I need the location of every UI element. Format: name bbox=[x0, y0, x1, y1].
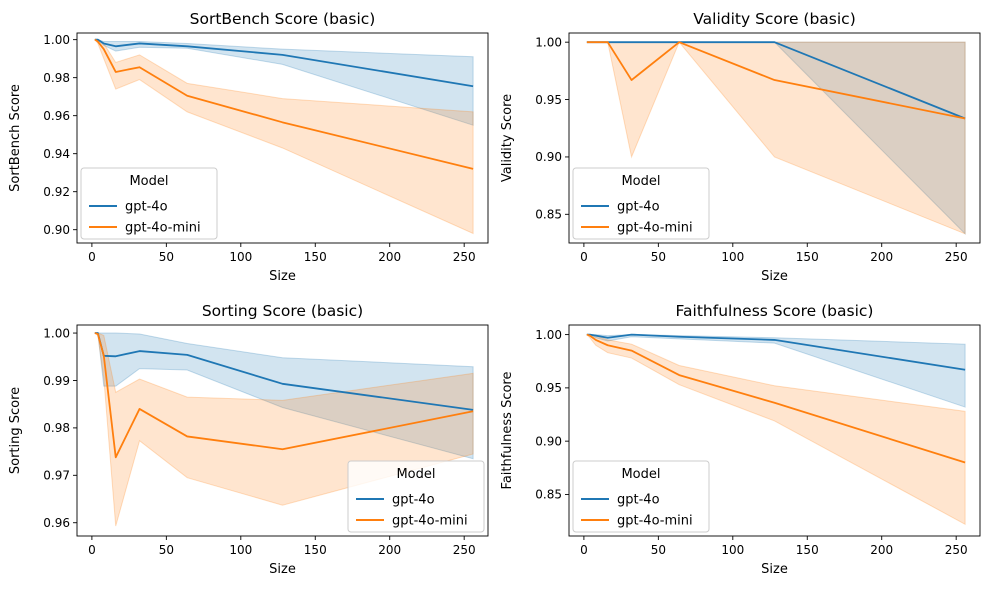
y-tick-label: 0.97 bbox=[43, 469, 70, 483]
x-tick-label: 50 bbox=[159, 250, 174, 264]
series-line-gpt-4o-mini bbox=[94, 332, 474, 459]
y-tick-label: 0.95 bbox=[535, 93, 562, 107]
legend-title: Model bbox=[396, 467, 435, 482]
x-tick-label: 250 bbox=[453, 543, 476, 557]
y-axis-label: Sorting Score bbox=[8, 387, 23, 474]
y-tick-label: 0.95 bbox=[535, 381, 562, 395]
legend-entry: gpt-4o-mini bbox=[617, 221, 693, 236]
confidence-band-gpt-4o-mini bbox=[93, 39, 474, 235]
legend: Model gpt-4o gpt-4o-mini bbox=[347, 460, 485, 533]
confidence-band-gpt-4o bbox=[94, 39, 474, 126]
chart-title: Sorting Score (basic) bbox=[202, 302, 363, 320]
legend-title: Model bbox=[621, 174, 660, 189]
legend-frame bbox=[572, 167, 710, 240]
legend-entry: gpt-4o bbox=[617, 200, 660, 215]
axes-frame bbox=[568, 324, 981, 537]
axes-frame bbox=[76, 324, 489, 537]
y-tick-label: 0.94 bbox=[43, 147, 70, 161]
legend-title: Model bbox=[621, 467, 660, 482]
x-tick-label: 150 bbox=[304, 543, 327, 557]
chart-panel: Sorting Score (basic) Size Sorting Score 0 5… bbox=[8, 302, 489, 577]
x-tick-label: 200 bbox=[378, 250, 401, 264]
y-tick-label: 0.90 bbox=[43, 223, 70, 237]
plot-area bbox=[93, 38, 474, 235]
y-tick-label: 0.85 bbox=[535, 488, 562, 502]
series-line-gpt-4o-mini bbox=[586, 41, 966, 120]
x-axis-label: Size bbox=[269, 562, 296, 577]
y-tick-label: 0.90 bbox=[535, 150, 562, 164]
x-tick-label: 50 bbox=[651, 543, 666, 557]
chart-title: SortBench Score (basic) bbox=[190, 10, 376, 28]
y-tick-label: 0.96 bbox=[43, 516, 70, 530]
legend-frame bbox=[347, 460, 485, 533]
x-tick-label: 200 bbox=[378, 543, 401, 557]
chart-title: Faithfulness Score (basic) bbox=[676, 302, 874, 320]
legend-entry: gpt-4o-mini bbox=[125, 221, 201, 236]
axes-frame bbox=[568, 32, 981, 244]
legend-frame bbox=[572, 460, 710, 533]
x-tick-label: 150 bbox=[796, 543, 819, 557]
series-line-gpt-4o bbox=[94, 38, 474, 88]
legend: Model gpt-4o gpt-4o-mini bbox=[572, 460, 710, 533]
x-tick-label: 0 bbox=[580, 250, 588, 264]
y-axis-label: Validity Score bbox=[500, 94, 515, 182]
confidence-band-gpt-4o bbox=[586, 334, 966, 408]
legend: Model gpt-4o gpt-4o-mini bbox=[572, 167, 710, 240]
series-line-gpt-4o-mini bbox=[94, 38, 474, 170]
x-axis-label: Size bbox=[269, 269, 296, 284]
legend-entry: gpt-4o-mini bbox=[392, 514, 468, 529]
x-tick-label: 150 bbox=[304, 250, 327, 264]
legend-entry: gpt-4o bbox=[617, 493, 660, 508]
legend-entry: gpt-4o bbox=[125, 200, 168, 215]
y-tick-label: 0.85 bbox=[535, 208, 562, 222]
chart-panel: Faithfulness Score (basic) Size Faithfulne… bbox=[500, 302, 981, 577]
chart-panel: Validity Score (basic) Size Validity Score… bbox=[500, 10, 981, 284]
chart-panel: SortBench Score (basic) Size SortBench Sco… bbox=[8, 10, 489, 284]
x-tick-label: 0 bbox=[580, 543, 588, 557]
y-axis-label: Faithfulness Score bbox=[500, 372, 515, 490]
legend: Model gpt-4o gpt-4o-mini bbox=[80, 167, 218, 240]
y-tick-label: 0.98 bbox=[43, 421, 70, 435]
y-axis-label: SortBench Score bbox=[8, 84, 23, 192]
y-tick-label: 0.98 bbox=[43, 71, 70, 85]
x-tick-label: 100 bbox=[721, 250, 744, 264]
x-tick-label: 0 bbox=[88, 250, 96, 264]
legend-entry: gpt-4o bbox=[392, 493, 435, 508]
legend-entry: gpt-4o-mini bbox=[617, 514, 693, 529]
series-line-gpt-4o bbox=[586, 333, 966, 371]
y-tick-label: 0.92 bbox=[43, 185, 70, 199]
axes-frame bbox=[76, 32, 489, 244]
y-tick-label: 0.99 bbox=[43, 374, 70, 388]
x-tick-label: 250 bbox=[945, 543, 968, 557]
plot-area bbox=[586, 41, 966, 236]
x-tick-label: 100 bbox=[229, 543, 252, 557]
x-tick-label: 200 bbox=[870, 250, 893, 264]
x-tick-label: 0 bbox=[88, 543, 96, 557]
x-tick-label: 150 bbox=[796, 250, 819, 264]
legend-title: Model bbox=[129, 174, 168, 189]
y-tick-label: 1.00 bbox=[535, 35, 562, 49]
x-tick-label: 50 bbox=[159, 543, 174, 557]
y-tick-label: 0.90 bbox=[535, 434, 562, 448]
y-tick-label: 1.00 bbox=[43, 33, 70, 47]
confidence-band-gpt-4o bbox=[94, 332, 474, 460]
x-tick-label: 250 bbox=[453, 250, 476, 264]
legend-frame bbox=[80, 167, 218, 240]
y-tick-label: 1.00 bbox=[43, 326, 70, 340]
plot-area bbox=[585, 333, 966, 526]
y-tick-label: 0.96 bbox=[43, 109, 70, 123]
x-tick-label: 200 bbox=[870, 543, 893, 557]
y-tick-label: 1.00 bbox=[535, 328, 562, 342]
chart-title: Validity Score (basic) bbox=[693, 10, 856, 28]
x-tick-label: 50 bbox=[651, 250, 666, 264]
x-axis-label: Size bbox=[761, 562, 788, 577]
x-tick-label: 100 bbox=[721, 543, 744, 557]
confidence-band-gpt-4o-mini bbox=[585, 334, 966, 526]
x-tick-label: 250 bbox=[945, 250, 968, 264]
x-axis-label: Size bbox=[761, 269, 788, 284]
x-tick-label: 100 bbox=[229, 250, 252, 264]
series-line-gpt-4o-mini bbox=[586, 333, 966, 464]
